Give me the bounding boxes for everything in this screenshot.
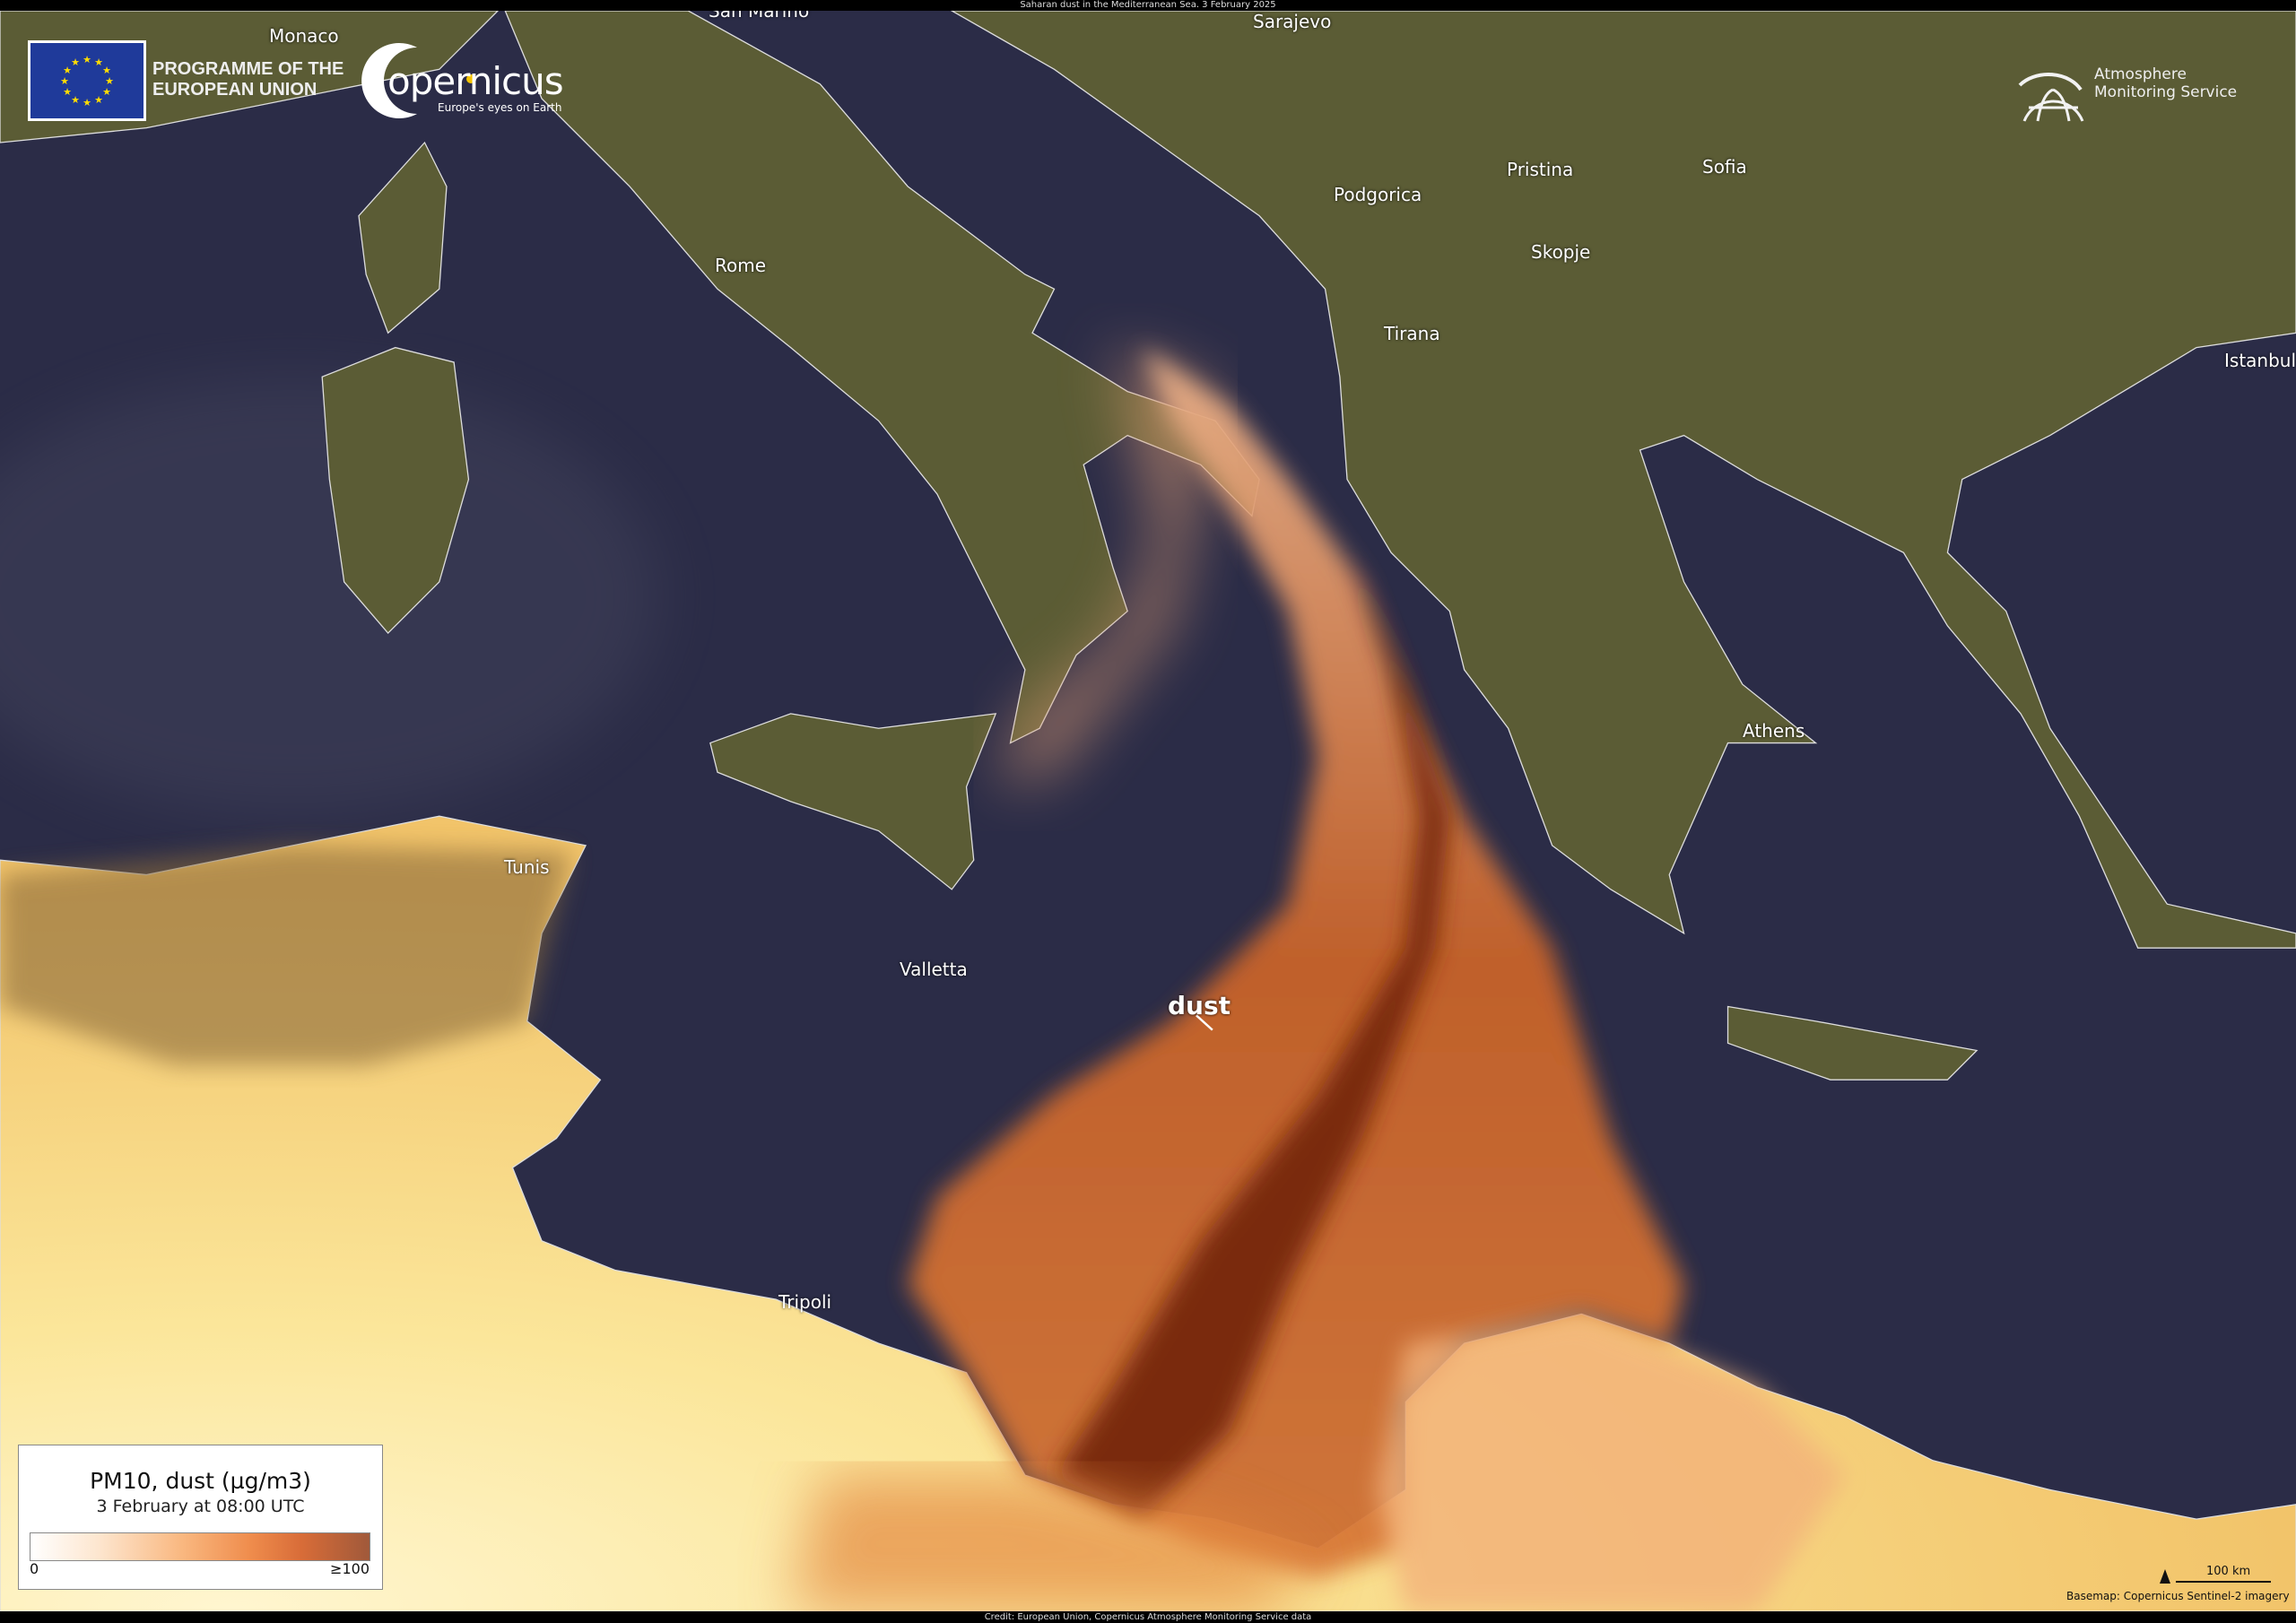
svg-text:★: ★: [63, 65, 72, 76]
eu-flag-logo: ★ ★ ★ ★ ★ ★ ★ ★ ★ ★ ★ ★: [28, 40, 146, 121]
svg-text:★: ★: [60, 75, 69, 87]
scale-bar: [2176, 1581, 2271, 1583]
svg-text:★: ★: [102, 86, 111, 98]
label-tunis: Tunis: [504, 856, 550, 878]
map-title: Saharan dust in the Mediterranean Sea. 3…: [0, 0, 2296, 11]
sicily: [709, 713, 997, 890]
land: [0, 11, 2296, 1081]
cams-text: Atmosphere Monitoring Service: [2094, 65, 2237, 101]
label-dust: dust: [1168, 991, 1231, 1020]
copernicus-tagline: Europe's eyes on Earth: [438, 101, 562, 114]
legend-title: PM10, dust (µg/m3): [90, 1468, 311, 1494]
cams-text-line2: Monitoring Service: [2094, 83, 2238, 101]
haze: [0, 377, 659, 817]
dust-pointer: [1196, 1014, 1213, 1031]
eu-text-line1: PROGRAMME OF THE: [152, 59, 344, 79]
svg-text:★: ★: [102, 65, 111, 76]
svg-text:★: ★: [71, 94, 80, 106]
cams-text-line1: Atmosphere: [2094, 65, 2187, 83]
svg-text:★: ★: [71, 56, 80, 68]
eu-programme-text: PROGRAMME OF THE EUROPEAN UNION: [152, 59, 344, 100]
legend-min-label: 0: [30, 1560, 39, 1577]
label-sarajevo: Sarajevo: [1253, 11, 1332, 32]
crete: [1726, 1005, 1979, 1081]
svg-text:★: ★: [105, 75, 114, 87]
label-podgorica: Podgorica: [1334, 184, 1422, 205]
scale-label: 100 km: [2206, 1565, 2251, 1578]
credit-text: Credit: European Union, Copernicus Atmos…: [0, 1611, 2296, 1623]
tunisia-vegetation: [0, 845, 571, 1065]
label-tirana: Tirana: [1384, 323, 1440, 344]
corsica: [358, 141, 448, 334]
copernicus-logo-arc: [361, 43, 475, 119]
eu-text-line2: EUROPEAN UNION: [152, 80, 317, 100]
label-skopje: Skopje: [1531, 241, 1591, 263]
svg-text:★: ★: [83, 54, 91, 65]
satellite-map: [0, 11, 2296, 1611]
label-sofia: Sofia: [1702, 156, 1747, 178]
legend-max-label: ≥100: [330, 1560, 370, 1577]
legend-colorbar: [30, 1532, 370, 1561]
label-monaco: Monaco: [269, 25, 339, 47]
legend-subtitle: 3 February at 08:00 UTC: [96, 1497, 305, 1516]
basemap-credit: Basemap: Copernicus Sentinel-2 imagery: [2066, 1590, 2290, 1602]
svg-text:★: ★: [83, 97, 91, 108]
label-rome: Rome: [715, 255, 767, 276]
sardinia: [321, 346, 470, 635]
legend: PM10, dust (µg/m3) 3 February at 08:00 U…: [18, 1445, 383, 1590]
svg-text:★: ★: [63, 86, 72, 98]
label-pristina: Pristina: [1507, 159, 1574, 180]
copernicus-wordmark: opernicus: [387, 59, 564, 103]
dust-plume: [790, 347, 1846, 1611]
label-tripoli: Tripoli: [778, 1291, 832, 1313]
cams-globe-icon: [2015, 45, 2084, 126]
svg-text:★: ★: [94, 56, 103, 68]
italy: [504, 11, 1260, 744]
svg-text:★: ★: [94, 94, 103, 106]
label-valletta: Valletta: [900, 959, 968, 980]
label-athens: Athens: [1743, 720, 1805, 742]
label-istanbul: Istanbul: [2224, 350, 2296, 371]
balkans-turkey: [950, 11, 2296, 949]
north-arrow-icon: [2160, 1569, 2170, 1584]
